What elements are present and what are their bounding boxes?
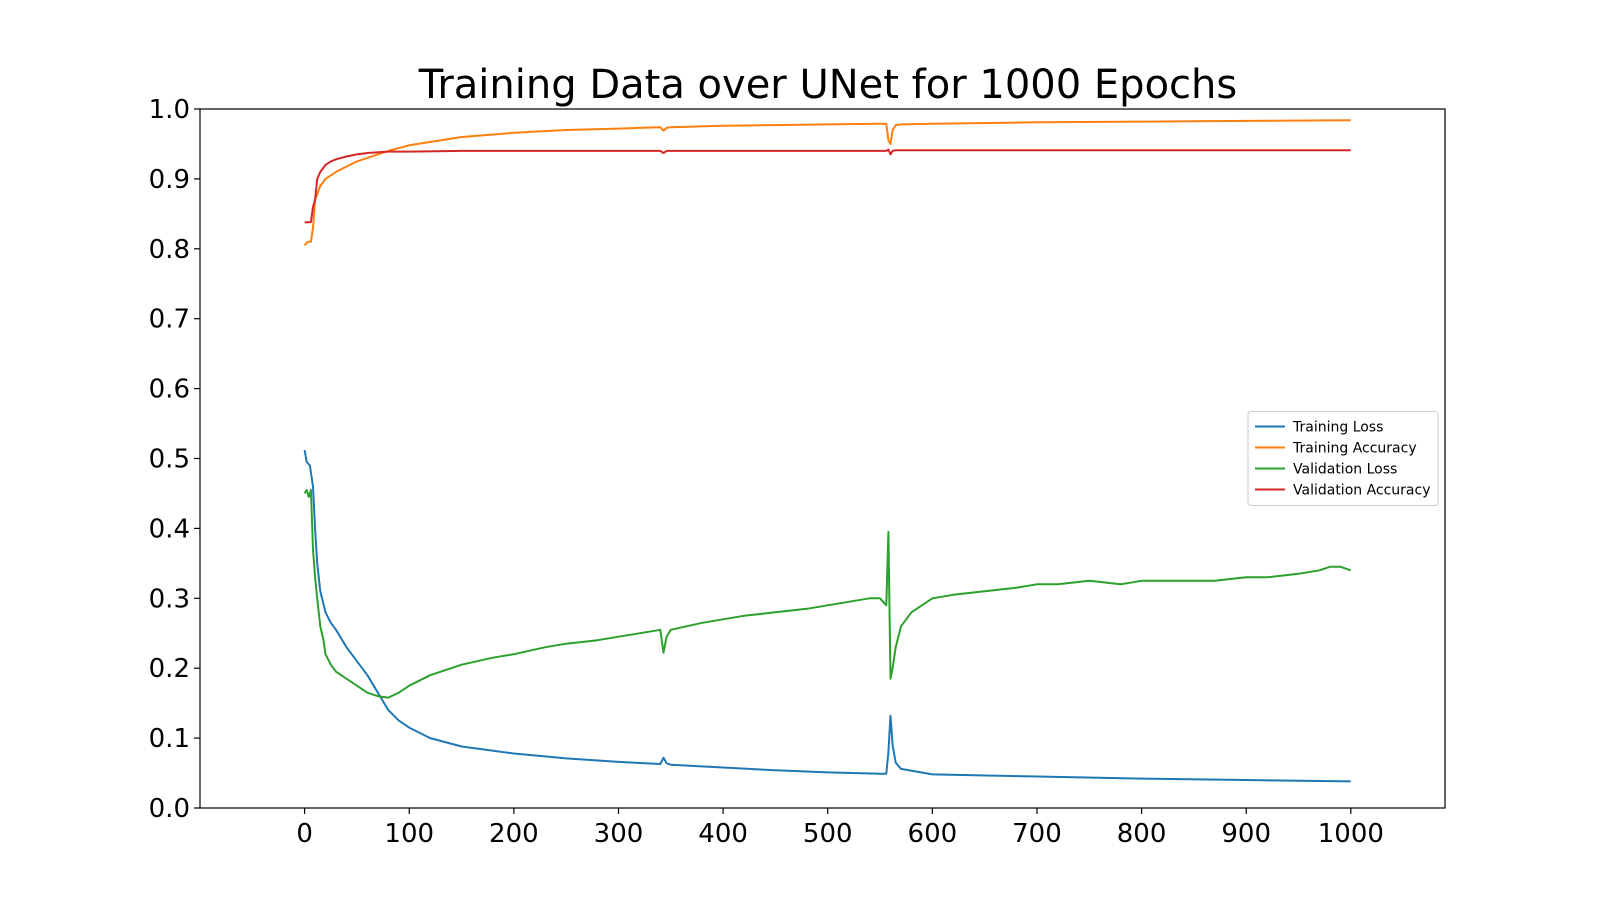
y-tick-label: 0.6 bbox=[149, 375, 190, 405]
legend-label: Training Loss bbox=[1292, 420, 1383, 436]
x-tick-label: 900 bbox=[1221, 819, 1271, 849]
legend: Training Loss Training Accuracy Validation… bbox=[1247, 411, 1439, 506]
y-tick-label: 0.0 bbox=[149, 794, 190, 824]
series-line-validation-loss bbox=[303, 489, 1352, 699]
x-tick-label: 500 bbox=[803, 819, 853, 849]
x-tick-label: 300 bbox=[594, 819, 644, 849]
x-tick-label: 0 bbox=[296, 819, 313, 849]
chart-title: Training Data over UNet for 1000 Epochs bbox=[418, 62, 1237, 108]
x-tick-label: 400 bbox=[698, 819, 748, 849]
x-tick-label: 100 bbox=[384, 819, 434, 849]
legend-box bbox=[1247, 411, 1439, 506]
y-tick-label: 1.0 bbox=[149, 95, 190, 125]
series-line-training-loss bbox=[303, 449, 1351, 783]
y-tick-label: 0.7 bbox=[149, 305, 190, 335]
x-axis: 0 100 200 300 400 500 600 700 800 900 1000 bbox=[296, 808, 1384, 849]
x-tick-label: 1000 bbox=[1318, 819, 1384, 849]
y-tick-label: 0.4 bbox=[149, 514, 190, 544]
y-axis: 0.0 0.1 0.2 0.3 0.4 0.5 0.6 0.7 0.8 0.9 1.0 bbox=[149, 95, 200, 824]
legend-label: Validation Loss bbox=[1293, 462, 1397, 478]
series-layer bbox=[303, 119, 1352, 783]
x-tick-label: 700 bbox=[1012, 819, 1062, 849]
y-tick-label: 0.3 bbox=[149, 584, 190, 614]
y-tick-label: 0.5 bbox=[149, 445, 190, 475]
series-line-validation-accuracy bbox=[304, 148, 1351, 224]
y-tick-label: 0.2 bbox=[149, 654, 190, 684]
x-tick-label: 600 bbox=[908, 819, 958, 849]
y-tick-label: 0.1 bbox=[149, 724, 190, 754]
x-tick-label: 200 bbox=[489, 819, 539, 849]
x-tick-label: 800 bbox=[1117, 819, 1167, 849]
series-line-training-accuracy bbox=[303, 119, 1351, 246]
y-tick-label: 0.8 bbox=[149, 235, 190, 265]
legend-label: Validation Accuracy bbox=[1293, 483, 1431, 499]
legend-label: Training Accuracy bbox=[1292, 441, 1417, 457]
y-tick-label: 0.9 bbox=[149, 165, 190, 195]
